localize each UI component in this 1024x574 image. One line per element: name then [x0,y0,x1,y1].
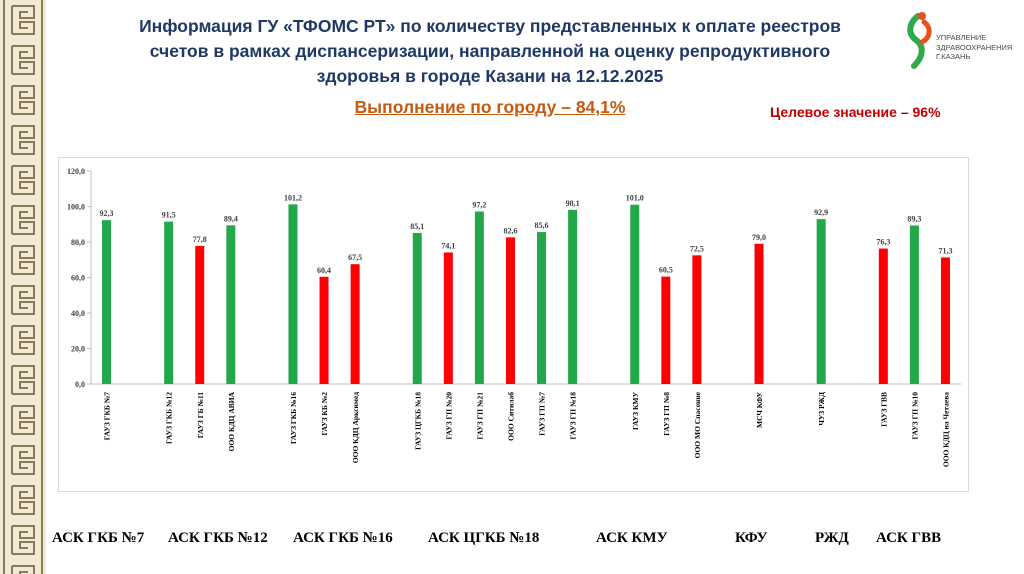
category-label: ГАУЗ ГП №8 [662,392,671,436]
city-completion-text: Выполнение по городу – 84,1% [354,97,626,117]
bar-value-label: 92,3 [100,209,114,218]
logo-line: ЗДРАВООХРАНЕНИЯ [936,42,1013,52]
group-label: АСК ЦГКБ №18 [428,530,540,546]
group-label: АСК ГКБ №16 [293,530,393,546]
bar-value-label: 60,4 [317,266,331,275]
chart-frame [58,157,969,492]
bar [443,252,453,384]
category-label: ГАУЗ ГП №21 [475,392,484,440]
bar-chart: 0,0 20,0 40,0 60,0 80,0 100,0 120,0 92,3 ГАУЗ ГК… [67,167,961,467]
logo-line: УПРАВЛЕНИЕ [936,33,987,42]
city-completion: Выполнение по городу – 84,1% [95,97,885,118]
bar [661,276,671,384]
category-label: ГАУЗ КБ №2 [320,392,329,436]
title-line: здоровья в городе Казани на 12.12.2025 [316,66,664,86]
category-label: ООО КДЦ на Четаева [941,392,950,467]
bar-value-label: 89,3 [907,214,921,223]
category-label: ООО Ситилаб [506,392,515,441]
title-line: счетов в рамках диспансеризации, направл… [149,41,831,61]
category-label: ГАУЗ ГКБ №12 [165,392,174,444]
y-tick-label: 20,0 [71,345,85,354]
category-label: ГАУЗ ГП №20 [444,392,453,440]
bar [909,225,919,384]
bar-value-label: 76,3 [876,238,890,247]
bar-value-label: 91,5 [162,211,176,220]
bar-value-label: 98,1 [566,199,580,208]
bar [878,248,888,384]
category-label: ГАУЗ ГКБ №16 [289,392,298,444]
logo-text: УПРАВЛЕНИЕ ЗДРАВООХРАНЕНИЯ Г.КАЗАНЬ [936,33,1020,62]
bar [940,257,950,384]
group-label: АСК КМУ [596,530,668,546]
category-label: ГАУЗ ГКБ №7 [103,392,112,441]
bar-value-label: 97,2 [472,200,486,209]
bar-value-label: 72,5 [690,244,704,253]
group-label: РЖД [815,530,849,546]
bar-value-label: 85,1 [410,222,424,231]
bar-value-label: 60,5 [659,266,673,275]
category-label: ЧУЗ РЖД [817,391,826,425]
y-tick-label: 60,0 [71,274,85,283]
bar-value-label: 79,0 [752,233,766,242]
bar [319,276,329,384]
target-value: Целевое значение – 96% [770,104,941,120]
category-label: ГАУЗ ГВВ [879,392,888,427]
bar-value-label: 92,9 [814,208,828,217]
bar [164,221,174,384]
bar-value-label: 67,5 [348,253,362,262]
bar [754,243,764,384]
y-tick-label: 100,0 [67,203,85,212]
bar [350,264,360,384]
bar [226,225,236,384]
category-label: ООО КДЦ АВИА [227,391,236,451]
category-label: ГАУЗ ГП №18 [569,392,578,440]
y-tick-label: 40,0 [71,309,85,318]
category-label: ГАУЗ ГП №7 [538,392,547,436]
y-tick-label: 80,0 [71,238,85,247]
bar [568,209,578,384]
bar-value-label: 101,2 [284,193,302,202]
bar [537,232,547,384]
category-label: МСЧ КФУ [755,392,764,428]
category-label: ГАУЗ ГБ №11 [196,392,205,438]
logo-line: Г.КАЗАНЬ [936,52,971,61]
bar [102,220,112,384]
y-tick-label: 0,0 [75,380,85,389]
bar [474,211,484,384]
category-label: ГАУЗ ГП №10 [910,392,919,440]
bar [288,204,298,384]
bar-value-label: 101,0 [626,194,644,203]
group-label: КФУ [735,530,768,546]
category-label: ООО МО Спасение [693,391,702,458]
page-title: Информация ГУ «ТФОМС РТ» по количеству п… [95,14,885,89]
bar [412,232,422,384]
bar-value-label: 82,6 [503,226,517,235]
bar [692,255,702,384]
health-department-logo [907,12,932,69]
bar-value-label: 89,4 [224,214,238,223]
bar-value-label: 77,8 [193,235,207,244]
group-label: АСК ГКБ №12 [168,530,268,546]
bar-value-label: 74,1 [441,241,455,250]
ornament-border [0,0,46,574]
bar-value-label: 71,3 [938,246,952,255]
title-line: Информация ГУ «ТФОМС РТ» по количеству п… [139,16,841,36]
category-label: ГАУЗ ЦГКБ №18 [413,392,422,450]
bar [505,237,515,384]
y-tick-label: 120,0 [67,167,85,176]
bar-value-label: 85,6 [535,221,549,230]
group-label: АСК ГКБ №7 [52,530,145,546]
bar [195,245,205,384]
bar [630,204,640,384]
category-label: ГАУЗ КМУ [631,392,640,430]
bar [816,219,826,384]
group-label: АСК ГВВ [876,530,942,546]
category-label: ООО КДЦ Арксимед [351,392,360,463]
